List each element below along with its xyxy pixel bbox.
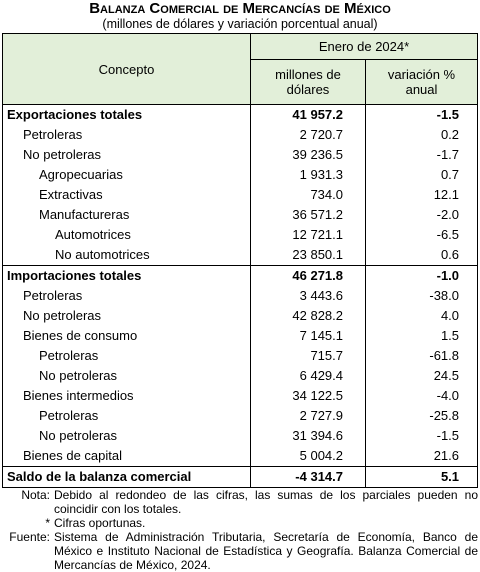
change: -1.5 — [364, 426, 479, 446]
change: -6.5 — [364, 225, 479, 245]
concept: No petroleras — [2, 426, 251, 446]
table-row: Automotrices 12 721.1 -6.5 — [2, 225, 479, 245]
table-row: Petroleras 715.7 -61.8 — [2, 346, 479, 366]
change: 0.7 — [364, 165, 479, 185]
concept: Automotrices — [2, 225, 251, 245]
period-header: Enero de 2024* — [249, 33, 479, 60]
table-row: Exportaciones totales 41 957.2 -1.5 — [2, 104, 479, 125]
concept: Bienes intermedios — [2, 386, 251, 406]
change: 5.1 — [364, 466, 479, 488]
note-row: Nota: Debido al redondeo de las cifras, l… — [2, 488, 478, 516]
change: 24.5 — [364, 366, 479, 386]
change: -1.5 — [364, 104, 479, 125]
note-text: Sistema de Administración Tributaria, Se… — [54, 530, 478, 572]
table-row: No petroleras 42 828.2 4.0 — [2, 306, 479, 326]
change: 4.0 — [364, 306, 479, 326]
table-row: Petroleras 3 443.6 -38.0 — [2, 286, 479, 306]
change: 0.2 — [364, 125, 479, 145]
note-label: * — [45, 516, 50, 530]
table-row: No petroleras 31 394.6 -1.5 — [2, 426, 479, 446]
value: 3 443.6 — [250, 286, 366, 306]
note-label: Fuente: — [9, 530, 50, 544]
change: -61.8 — [364, 346, 479, 366]
table-row: Bienes de capital 5 004.2 21.6 — [2, 446, 479, 467]
concept: Bienes de consumo — [2, 326, 251, 346]
concept: Manufactureras — [2, 205, 251, 225]
table-row: Bienes intermedios 34 122.5 -4.0 — [2, 386, 479, 406]
concept: Agropecuarias — [2, 165, 251, 185]
value: 36 571.2 — [250, 205, 366, 225]
title: Balanza Comercial de Mercancías de Méxic… — [89, 0, 391, 17]
table-row: No petroleras 39 236.5 -1.7 — [2, 145, 479, 165]
concept-header: Concepto — [2, 33, 251, 105]
change: -1.0 — [364, 265, 479, 286]
change: 0.6 — [364, 245, 479, 266]
table-body: Exportaciones totales 41 957.2 -1.5 Petrole… — [2, 104, 479, 488]
change: -1.7 — [364, 145, 479, 165]
concept: Petroleras — [2, 286, 251, 306]
concept: Bienes de capital — [2, 446, 251, 467]
table-row: Bienes de consumo 7 145.1 1.5 — [2, 326, 479, 346]
note-label: Nota: — [21, 488, 50, 502]
concept: Importaciones totales — [2, 265, 251, 286]
concept: Extractivas — [2, 185, 251, 205]
value: 6 429.4 — [250, 366, 366, 386]
value: 39 236.5 — [250, 145, 366, 165]
table-row: No petroleras 6 429.4 24.5 — [2, 366, 479, 386]
value: 34 122.5 — [250, 386, 366, 406]
table-row: Agropecuarias 1 931.3 0.7 — [2, 165, 479, 185]
note-row: * Cifras oportunas. — [2, 516, 478, 530]
value: 41 957.2 — [250, 104, 366, 125]
value: 46 271.8 — [250, 265, 366, 286]
table-row: Importaciones totales 46 271.8 -1.0 — [2, 265, 479, 286]
table-row: No automotrices 23 850.1 0.6 — [2, 245, 479, 266]
value: 734.0 — [250, 185, 366, 205]
change: 1.5 — [364, 326, 479, 346]
value: 12 721.1 — [250, 225, 366, 245]
value: 1 931.3 — [250, 165, 366, 185]
change: -4.0 — [364, 386, 479, 406]
change: -25.8 — [364, 406, 479, 426]
value: 2 720.7 — [250, 125, 366, 145]
value: 23 850.1 — [250, 245, 366, 266]
concept: Petroleras — [2, 406, 251, 426]
value: 31 394.6 — [250, 426, 366, 446]
notes: Nota: Debido al redondeo de las cifras, l… — [2, 488, 478, 572]
table-row: Manufactureras 36 571.2 -2.0 — [2, 205, 479, 225]
trade-table: Concepto Enero de 2024* millones de dóla… — [2, 33, 479, 488]
concept: Exportaciones totales — [2, 104, 251, 125]
value: -4 314.7 — [250, 466, 366, 488]
value: 7 145.1 — [250, 326, 366, 346]
value: 5 004.2 — [250, 446, 366, 467]
table-row: Petroleras 2 720.7 0.2 — [2, 125, 479, 145]
change: 12.1 — [364, 185, 479, 205]
concept: No petroleras — [2, 366, 251, 386]
subtitle: (millones de dólares y variación porcent… — [102, 17, 378, 31]
value: 2 727.9 — [250, 406, 366, 426]
change: -38.0 — [364, 286, 479, 306]
concept: No petroleras — [2, 145, 251, 165]
change: -2.0 — [364, 205, 479, 225]
concept: No automotrices — [2, 245, 251, 266]
concept: No petroleras — [2, 306, 251, 326]
table-row: Extractivas 734.0 12.1 — [2, 185, 479, 205]
change: 21.6 — [364, 446, 479, 467]
change-header: variación % anual — [364, 59, 479, 105]
concept: Petroleras — [2, 346, 251, 366]
note-text: Debido al redondeo de las cifras, las su… — [54, 488, 478, 516]
value: 42 828.2 — [250, 306, 366, 326]
concept: Petroleras — [2, 125, 251, 145]
note-text: Cifras oportunas. — [54, 516, 146, 530]
table-row: Saldo de la balanza comercial -4 314.7 5.1 — [2, 466, 479, 488]
table-row: Petroleras 2 727.9 -25.8 — [2, 406, 479, 426]
concept: Saldo de la balanza comercial — [2, 466, 251, 488]
value-header: millones de dólares — [250, 59, 366, 105]
value: 715.7 — [250, 346, 366, 366]
note-row: Fuente: Sistema de Administración Tributa… — [2, 530, 478, 572]
